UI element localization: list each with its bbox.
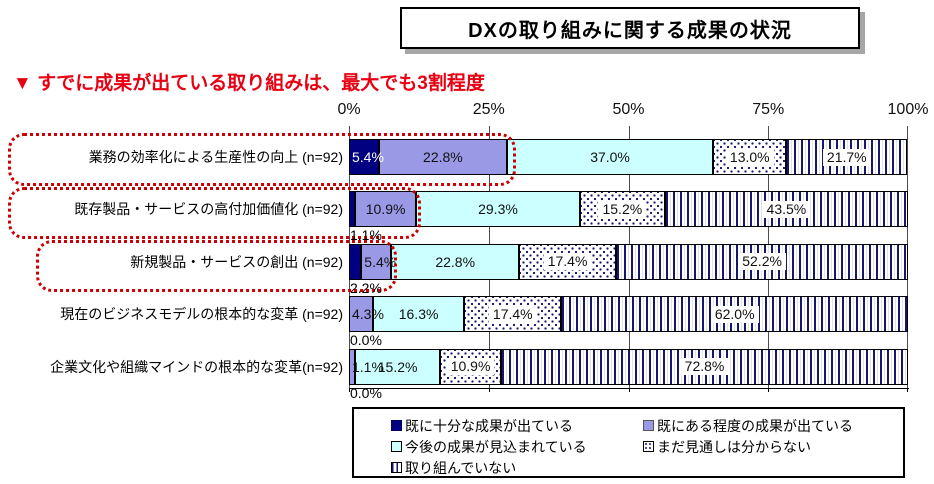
axis-tickmark [768,388,770,392]
axis-tick-label: 75% [752,101,785,118]
axis-tickmark [488,388,490,392]
category-label: 現在のビジネスモデルの根本的な変革 (n=92) [60,306,343,323]
segment-value-label: 22.8% [435,253,476,270]
legend-item: 既にある程度の成果が出ている [643,416,903,436]
bar-segment: 37.0% [506,139,714,175]
segment-value-label: 21.7% [822,148,871,166]
bar-segment: 15.2% [355,348,441,385]
segment-value-label: 13.0% [725,148,774,166]
plot-area: 0% 25% 50% 75% 100% 5.4% 22.8% 37.0% 13.0% 21.7% 1… [337,101,928,401]
segment-value-label-below: 0.0% [350,384,382,401]
chart-annotation: ▼ すでに成果が出ている取り組みは、最大でも3割程度 [13,73,485,94]
bar-segment: 13.0% [713,139,787,175]
segment-value-label-below: 0.0% [350,332,382,349]
bar-segment: 29.3% [416,191,580,228]
segment-value-label: 62.0% [710,305,759,323]
chart-title-box: DXの取り組みに関する成果の状況 [400,7,860,49]
segment-value-label: 37.0% [590,149,630,165]
axis-tick-label: 50% [612,101,645,118]
bar-segment: 17.4% [518,243,617,280]
bar-segment: 52.2% [616,243,908,280]
bar-segment: 1.1% [349,348,384,385]
bar-segment: 22.8% [379,139,507,175]
segment-value-label: 29.3% [478,201,518,218]
segment-value-label: 17.4% [543,253,592,271]
bar-row-4: 4.3% 16.3% 17.4% 62.0% [349,296,908,333]
segment-value-label: 22.8% [423,149,463,165]
legend-label: 今後の成果が見込まれている [405,438,587,455]
chart-title: DXの取り組みに関する成果の状況 [468,19,792,42]
bar-segment: 5.4% [349,139,384,175]
bar-segment: 62.0% [561,296,908,333]
category-label: 既存製品・サービスの高付加価値化 (n=92) [74,201,343,218]
bar-row-1: 5.4% 22.8% 37.0% 13.0% 21.7% [349,139,908,175]
segment-value-label: 72.8% [680,358,729,376]
legend-item: 今後の成果が見込まれている [391,437,643,457]
legend-label: 既にある程度の成果が出ている [657,417,853,434]
legend-swatch-striped [391,462,402,473]
axis-tickmark [628,388,630,392]
axis-tick-label: 100% [887,101,929,118]
bar-segment: 72.8% [501,348,908,385]
segment-value-label: 15.2% [377,358,418,375]
segment-value-label: 43.5% [762,200,811,218]
segment-value-label: 1.1% [352,358,384,375]
segment-value-label-below: 2.2% [350,279,382,296]
axis-tick-label: 0% [337,101,361,118]
segment-value-label-below: 1.1% [350,227,382,244]
segment-value-label: 10.9% [365,201,406,218]
legend-label: 取り組んでいない [405,459,517,476]
bar-row-3: 5.4% 22.8% 17.4% 52.2% [349,243,908,280]
segment-value-label: 52.2% [738,253,786,271]
bar-segment: 4.3% [349,296,384,333]
bar-segment: 10.9% [355,191,417,228]
legend-label: 既に十分な成果が出ている [405,417,573,434]
category-label: 企業文化や組織マインドの根本的な変革(n=92) [50,358,343,375]
segment-value-label: 16.3% [398,306,439,323]
category-label: 新規製品・サービスの創出 (n=92) [130,253,343,270]
axis-tick-label: 25% [472,101,505,118]
segment-value-label: 10.9% [446,358,495,376]
segment-value-label: 5.4% [352,149,384,165]
bar-row-5: 1.1% 15.2% 10.9% 72.8% [349,348,908,385]
axis-tickmark [907,388,908,392]
segment-value-label: 4.3% [352,306,384,323]
bar-segment: 5.4% [361,243,396,280]
bar-segment: 16.3% [373,296,465,333]
bar-segment: 10.9% [440,348,502,385]
category-label: 業務の効率化による生産性の向上 (n=92) [88,149,343,165]
legend-item: 取り組んでいない [391,458,643,478]
legend-swatch-dotted [643,441,654,452]
legend-item: まだ見通しは分からない [643,437,903,457]
segment-value-label: 15.2% [598,200,647,218]
segment-value-label: 17.4% [488,305,537,323]
legend-label: まだ見通しは分からない [657,438,811,455]
legend-swatch-series-2 [643,420,654,431]
axis-tickmark [349,388,350,392]
bar-segment: 43.5% [664,191,908,228]
legend-item: 既に十分な成果が出ている [391,416,643,436]
bar-segment: 21.7% [786,139,908,175]
bar-segment: 15.2% [579,191,665,228]
segment-value-label: 5.4% [364,253,397,270]
bar-segment: 22.8% [391,243,519,280]
bar-segment [349,243,362,280]
legend-swatch-series-1 [391,420,402,431]
bar-row-2: 10.9% 29.3% 15.2% 43.5% [349,191,908,228]
bar-segment [349,191,356,228]
legend: 既に十分な成果が出ている 既にある程度の成果が出ている今後の成果が見込まれている ま… [352,407,905,478]
legend-swatch-series-3 [391,441,402,452]
bar-segment: 17.4% [464,296,562,333]
